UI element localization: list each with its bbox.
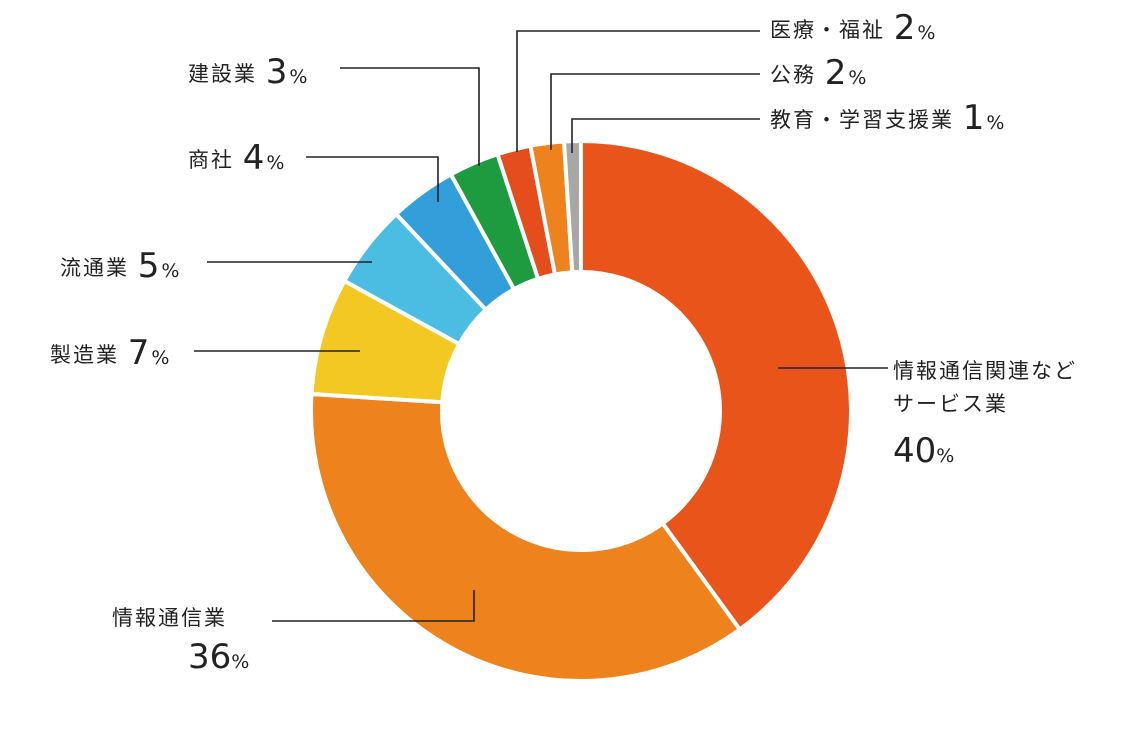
slice-unit-8: % <box>986 112 1006 134</box>
slice-value-7: 2 <box>825 53 849 93</box>
leader-line-4 <box>306 156 439 202</box>
slice-label-4: 商社 4% <box>188 138 286 178</box>
slice-value-2: 7 <box>128 333 152 373</box>
slice-unit-4: % <box>266 152 286 174</box>
leader-line-7 <box>550 73 760 150</box>
slice-label-3: 流通業 5% <box>60 246 181 286</box>
slice-1 <box>309 391 743 683</box>
slice-label-8: 教育・学習支援業 1% <box>770 98 1006 138</box>
leader-line-6 <box>516 30 760 152</box>
slice-unit-1: % <box>231 651 249 673</box>
slice-label-7: 公務 2% <box>770 53 868 93</box>
slice-value-5: 3 <box>266 52 290 92</box>
leader-line-1 <box>272 590 475 622</box>
slice-value-6: 2 <box>894 8 918 48</box>
slice-value-text-0: 40% <box>893 431 954 471</box>
slice-value-1: 36 <box>188 637 231 677</box>
slice-label-0: 情報通信関連などサービス業 <box>893 359 1077 416</box>
slice-unit-5: % <box>289 66 309 88</box>
leader-line-8 <box>571 118 760 153</box>
slice-unit-7: % <box>848 67 868 89</box>
slice-value-0: 40 <box>893 431 936 471</box>
slice-label-2: 製造業 7% <box>50 333 171 373</box>
slice-unit-2: % <box>151 347 171 369</box>
slice-value-3: 5 <box>138 246 162 286</box>
slice-unit-6: % <box>917 22 937 44</box>
slice-unit-3: % <box>161 260 181 282</box>
slice-value-text-1: 36% <box>188 637 249 677</box>
slice-unit-0: % <box>936 445 954 467</box>
leader-lines <box>194 30 888 622</box>
slice-value-4: 4 <box>243 138 267 178</box>
slice-label-5: 建設業 3% <box>188 52 309 92</box>
slice-label-6: 医療・福祉 2% <box>770 8 937 48</box>
slice-0 <box>579 138 853 633</box>
slice-value-8: 1 <box>963 98 987 138</box>
slice-8 <box>561 138 583 275</box>
donut-slices <box>309 138 853 683</box>
slice-label-1: 情報通信業 <box>112 606 227 630</box>
leader-line-5 <box>340 67 480 166</box>
